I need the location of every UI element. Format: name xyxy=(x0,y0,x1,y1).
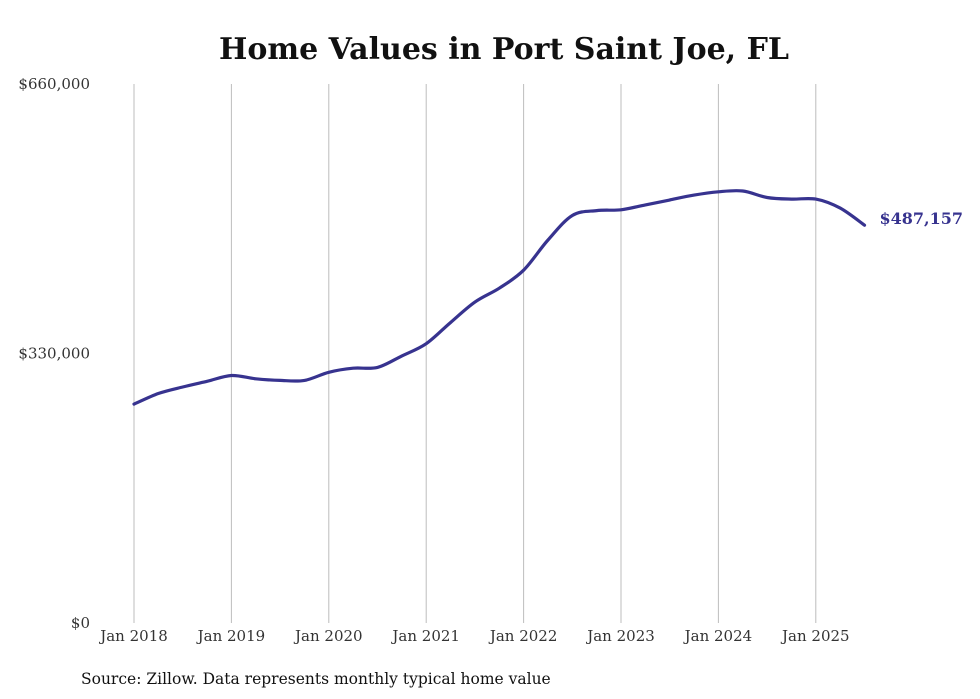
series-line-home-value xyxy=(132,189,867,406)
y-tick-label-0: $0 xyxy=(71,614,90,632)
x-tick-label-1: Jan 2019 xyxy=(196,627,266,645)
chart-title: Home Values in Port Saint Joe, FL xyxy=(219,32,789,67)
x-tick-label-5: Jan 2023 xyxy=(585,627,655,645)
y-axis: $0 $330,000 $660,000 xyxy=(18,75,90,632)
y-tick-label-2: $660,000 xyxy=(18,75,90,93)
source-note: Source: Zillow. Data represents monthly … xyxy=(81,670,551,688)
x-tick-label-2: Jan 2020 xyxy=(293,627,363,645)
x-tick-label-6: Jan 2024 xyxy=(683,627,753,645)
x-axis: Jan 2018 Jan 2019 Jan 2020 Jan 2021 Jan 2022… xyxy=(98,627,849,645)
x-tick-label-4: Jan 2022 xyxy=(488,627,558,645)
series-end-label: $487,157 xyxy=(880,209,964,228)
x-tick-label-7: Jan 2025 xyxy=(780,627,850,645)
y-tick-label-1: $330,000 xyxy=(18,345,90,363)
x-tick-label-3: Jan 2021 xyxy=(390,627,460,645)
x-tick-label-0: Jan 2018 xyxy=(98,627,168,645)
grid-lines xyxy=(133,84,817,623)
